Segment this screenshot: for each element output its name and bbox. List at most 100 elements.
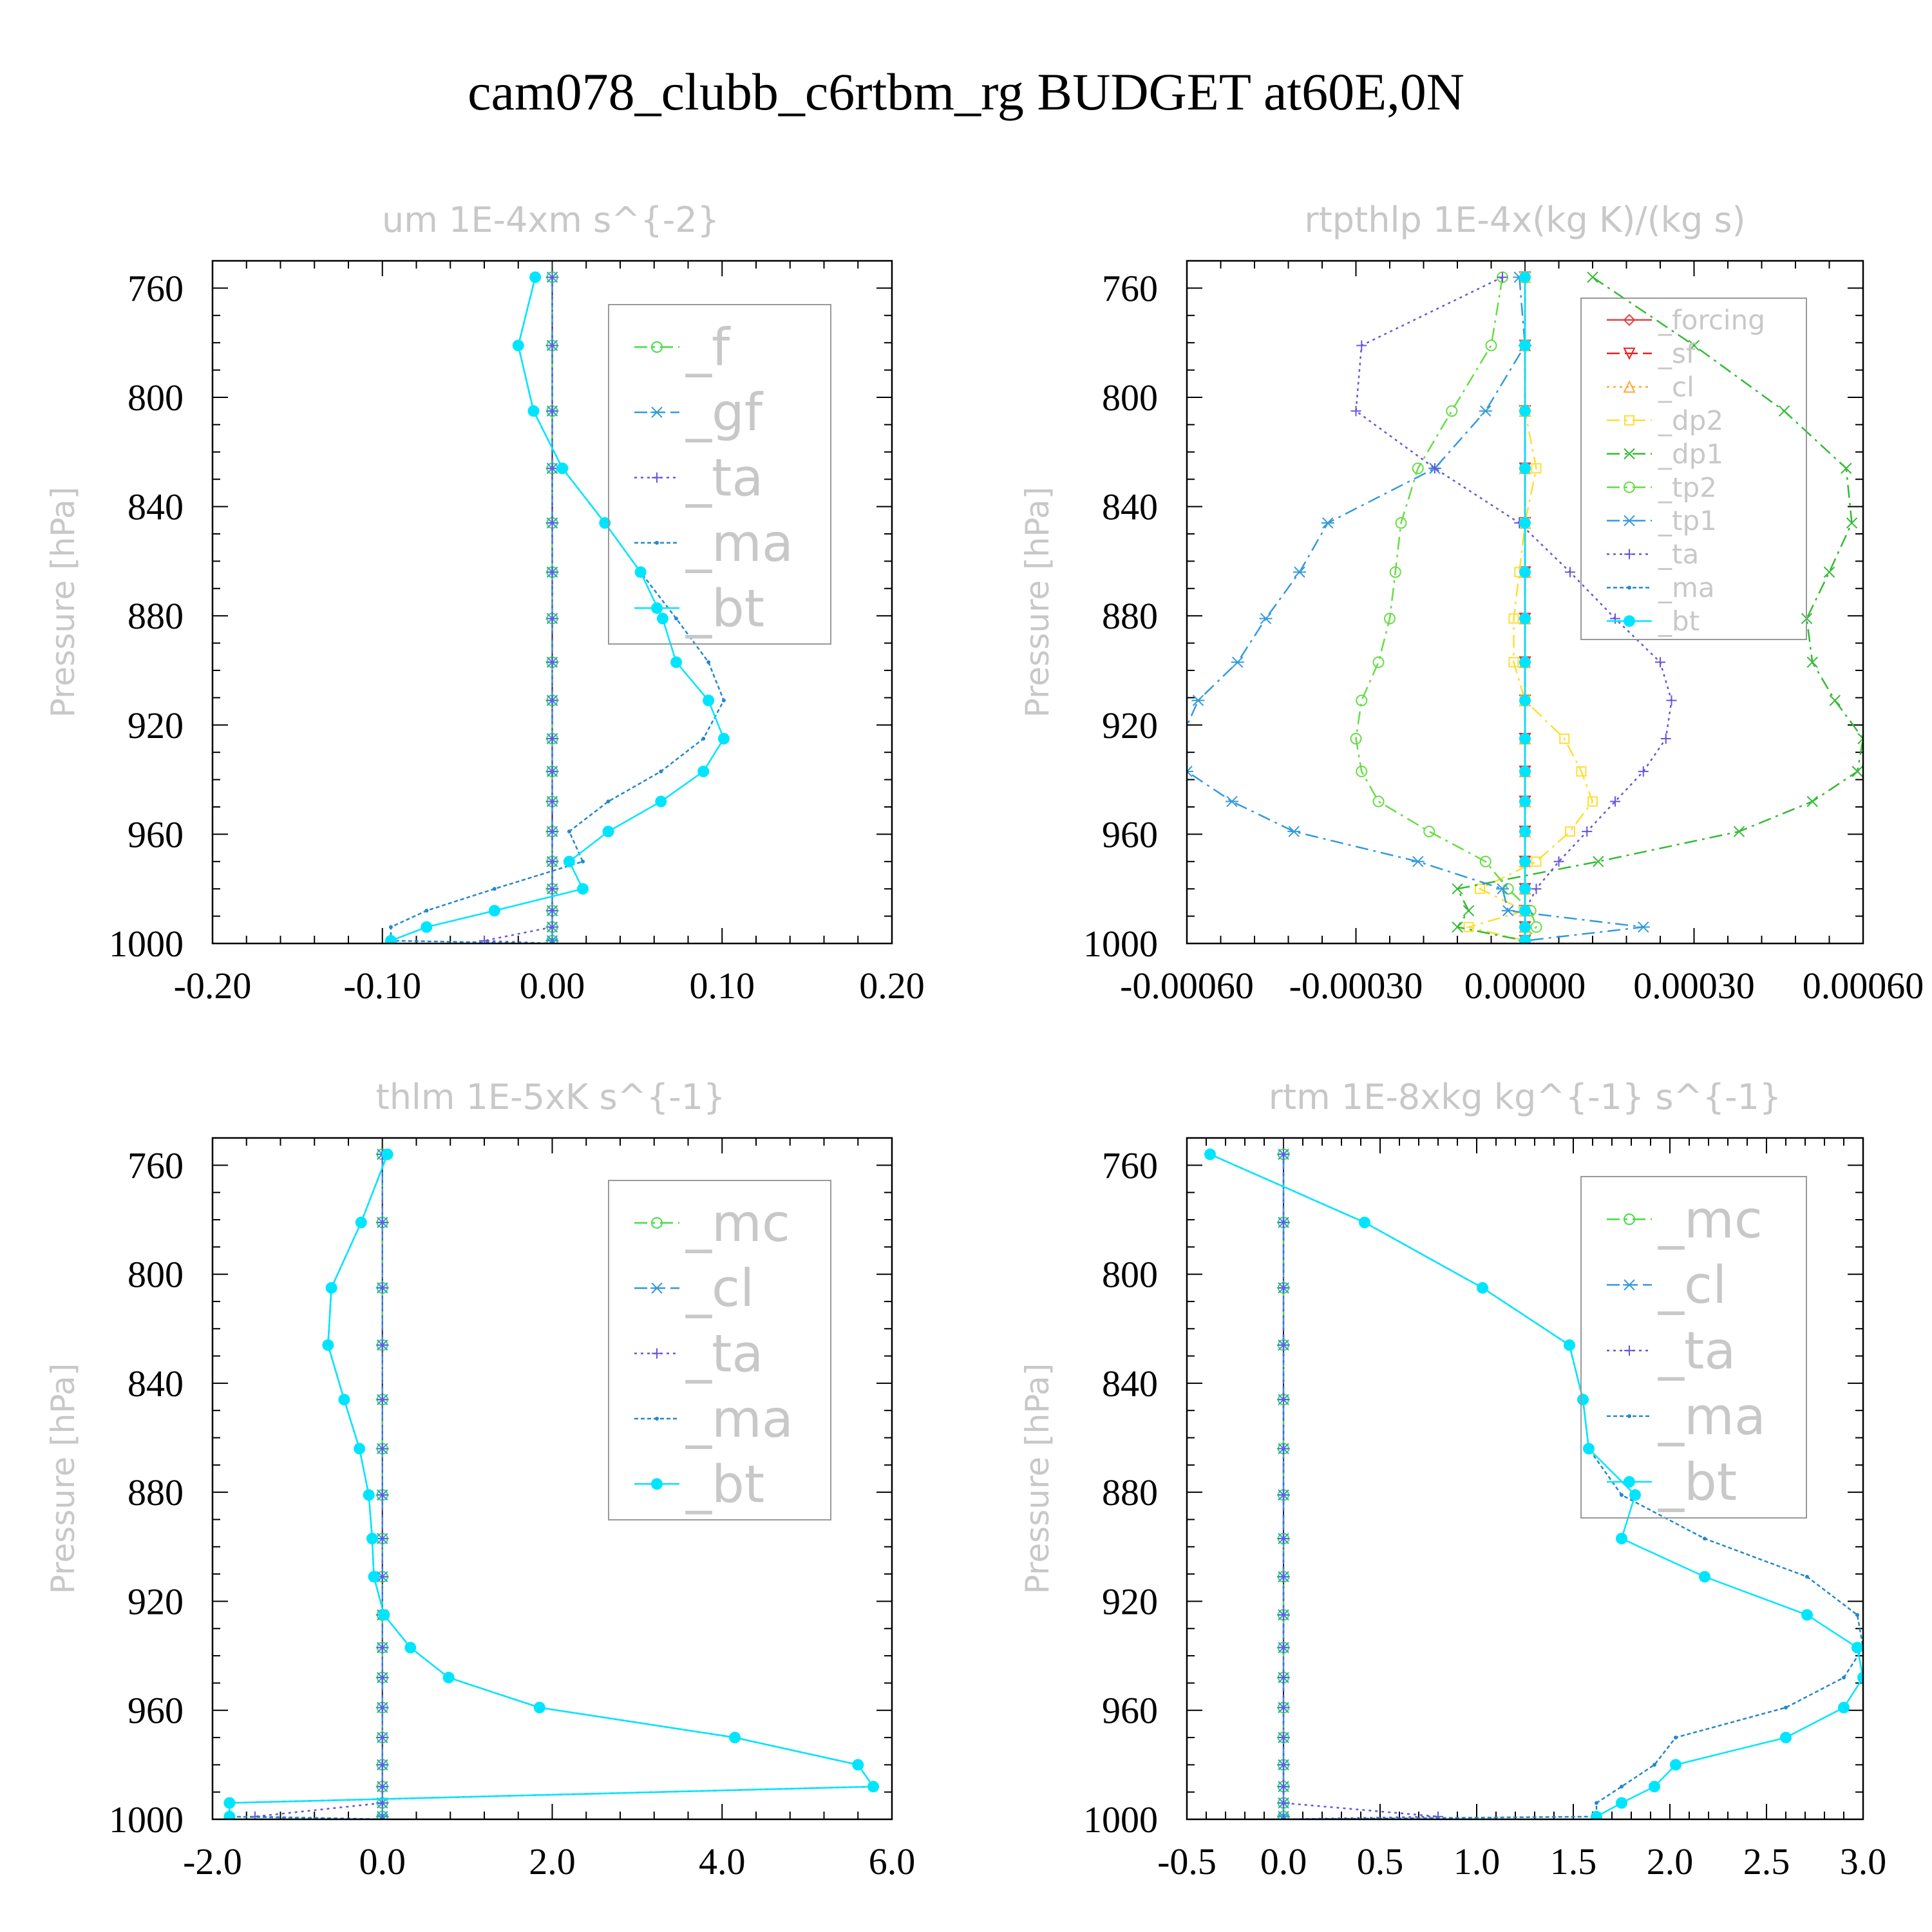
series-bt-point [1477,1282,1488,1294]
series-bt-point [1519,271,1531,283]
series-cl-point [375,1814,389,1819]
series-dp1-point [1846,517,1858,529]
y-tick-label: 880 [1102,1472,1158,1513]
series-ta-point [1278,1490,1289,1501]
legend-label: _sf [1658,337,1696,369]
series-ma-point [580,859,585,864]
series-ta-point [547,766,558,777]
y-tick-label: 960 [1102,813,1158,855]
series-bt-point [223,1814,236,1819]
series-bt-point [1801,1609,1813,1621]
legend-label: _bt [1658,605,1700,637]
x-tick-label: 0.00060 [1803,965,1924,1007]
legend-marker [1623,380,1636,393]
legend-marker [1624,1213,1635,1226]
y-axis-label: Pressure [hPa] [44,487,82,718]
series-ma-point [706,660,711,665]
legend: _f _gf _ta_ma_bt [608,304,831,645]
series-bt-point [354,1443,366,1455]
series-bt-point [1519,826,1531,838]
y-tick-label: 760 [128,267,184,309]
plot-area [1204,1148,1863,1819]
legend-marker [655,540,659,545]
y-tick-label: 840 [1102,486,1158,528]
y-axis-label: Pressure [hPa] [1019,487,1056,718]
legend-label: _ta [1658,1321,1736,1381]
plot-frame [1186,260,1864,945]
series-dp2-line [1465,277,1594,942]
series-bt-point [1699,1571,1710,1583]
series-ta-point [547,695,558,706]
series-bt-point [1204,1148,1216,1160]
series-dp1-point [1823,566,1835,578]
series-ma-point [674,616,679,621]
series-bt-point [563,855,575,867]
series-bt-point [1583,1443,1595,1455]
series-tp1-point [1321,517,1334,529]
series-dp1-point [1733,826,1745,837]
series-ta-point [1278,1797,1289,1808]
series-ta-point [377,1702,388,1713]
series-dp1-point [1593,856,1604,867]
y-tick-label: 1000 [1083,1799,1158,1841]
series-dp1-point [1857,733,1863,744]
series-ta-point [1278,1702,1289,1713]
legend-label: _ma [1658,572,1715,603]
y-tick-label: 840 [1102,1363,1158,1405]
series-bt-point [1857,1671,1863,1683]
series-tp2-point [1372,795,1385,808]
series-ta-point [1278,1732,1289,1743]
series-tp1-point [1287,826,1301,837]
series-bt-point [1670,1759,1681,1771]
legend-label: _cl [1658,371,1694,402]
series-bt-point [1519,905,1531,917]
series-tp2-point [1479,855,1492,867]
series-ta-point [1278,1394,1289,1405]
series-ma-point [1653,1763,1656,1767]
series-bt-point [378,1609,390,1621]
series-ta-point [1565,567,1575,578]
y-tick-label: 1000 [1083,923,1158,965]
series-ma-point [606,799,611,804]
series-ta-point [479,935,489,943]
series-bt-point [322,1339,334,1351]
legend-label: _cl [685,1258,754,1318]
series-bt-point [442,1671,455,1683]
series-ta-point [1278,1642,1289,1653]
series-bt-point [729,1732,741,1744]
series-ta-point [547,905,558,916]
x-tick-label: -0.20 [174,965,252,1007]
series-dp2-point [1531,856,1542,867]
series-bt-point [1519,934,1531,943]
series-bt-point [602,826,614,838]
series-dp2-point [1508,613,1519,624]
series-ta-point [1430,463,1440,474]
legend-marker [650,406,663,418]
series-dp1-point [1806,795,1818,808]
plot-frame [211,260,893,945]
y-tick-label: 920 [128,705,184,746]
series-tp2-point [1412,462,1424,475]
series-bt-point [1519,517,1531,529]
series-bt-point [529,271,542,283]
series-ta-point [1278,1340,1289,1350]
series-tp2-point [1384,612,1396,625]
series-ta-point [1610,613,1620,624]
series-tp2-point [1372,656,1385,668]
series-bt-point [338,1394,350,1406]
series-ta-point [1278,1609,1289,1620]
series-bt-point [1519,612,1531,625]
series-ta-point [1497,272,1508,283]
series-ma-point [701,737,706,741]
series-ta-point [1278,1149,1289,1160]
series-dp1-point [1452,921,1463,933]
legend-box [608,304,831,645]
series-ma-point [1703,1537,1707,1541]
x-tick-label: 2.0 [1647,1841,1694,1882]
series-bt-point [1519,405,1531,417]
series-bt-point [655,795,667,808]
series-bt-point [1519,795,1531,808]
series-bt-point [556,462,569,475]
series-bt-point [363,1489,375,1501]
